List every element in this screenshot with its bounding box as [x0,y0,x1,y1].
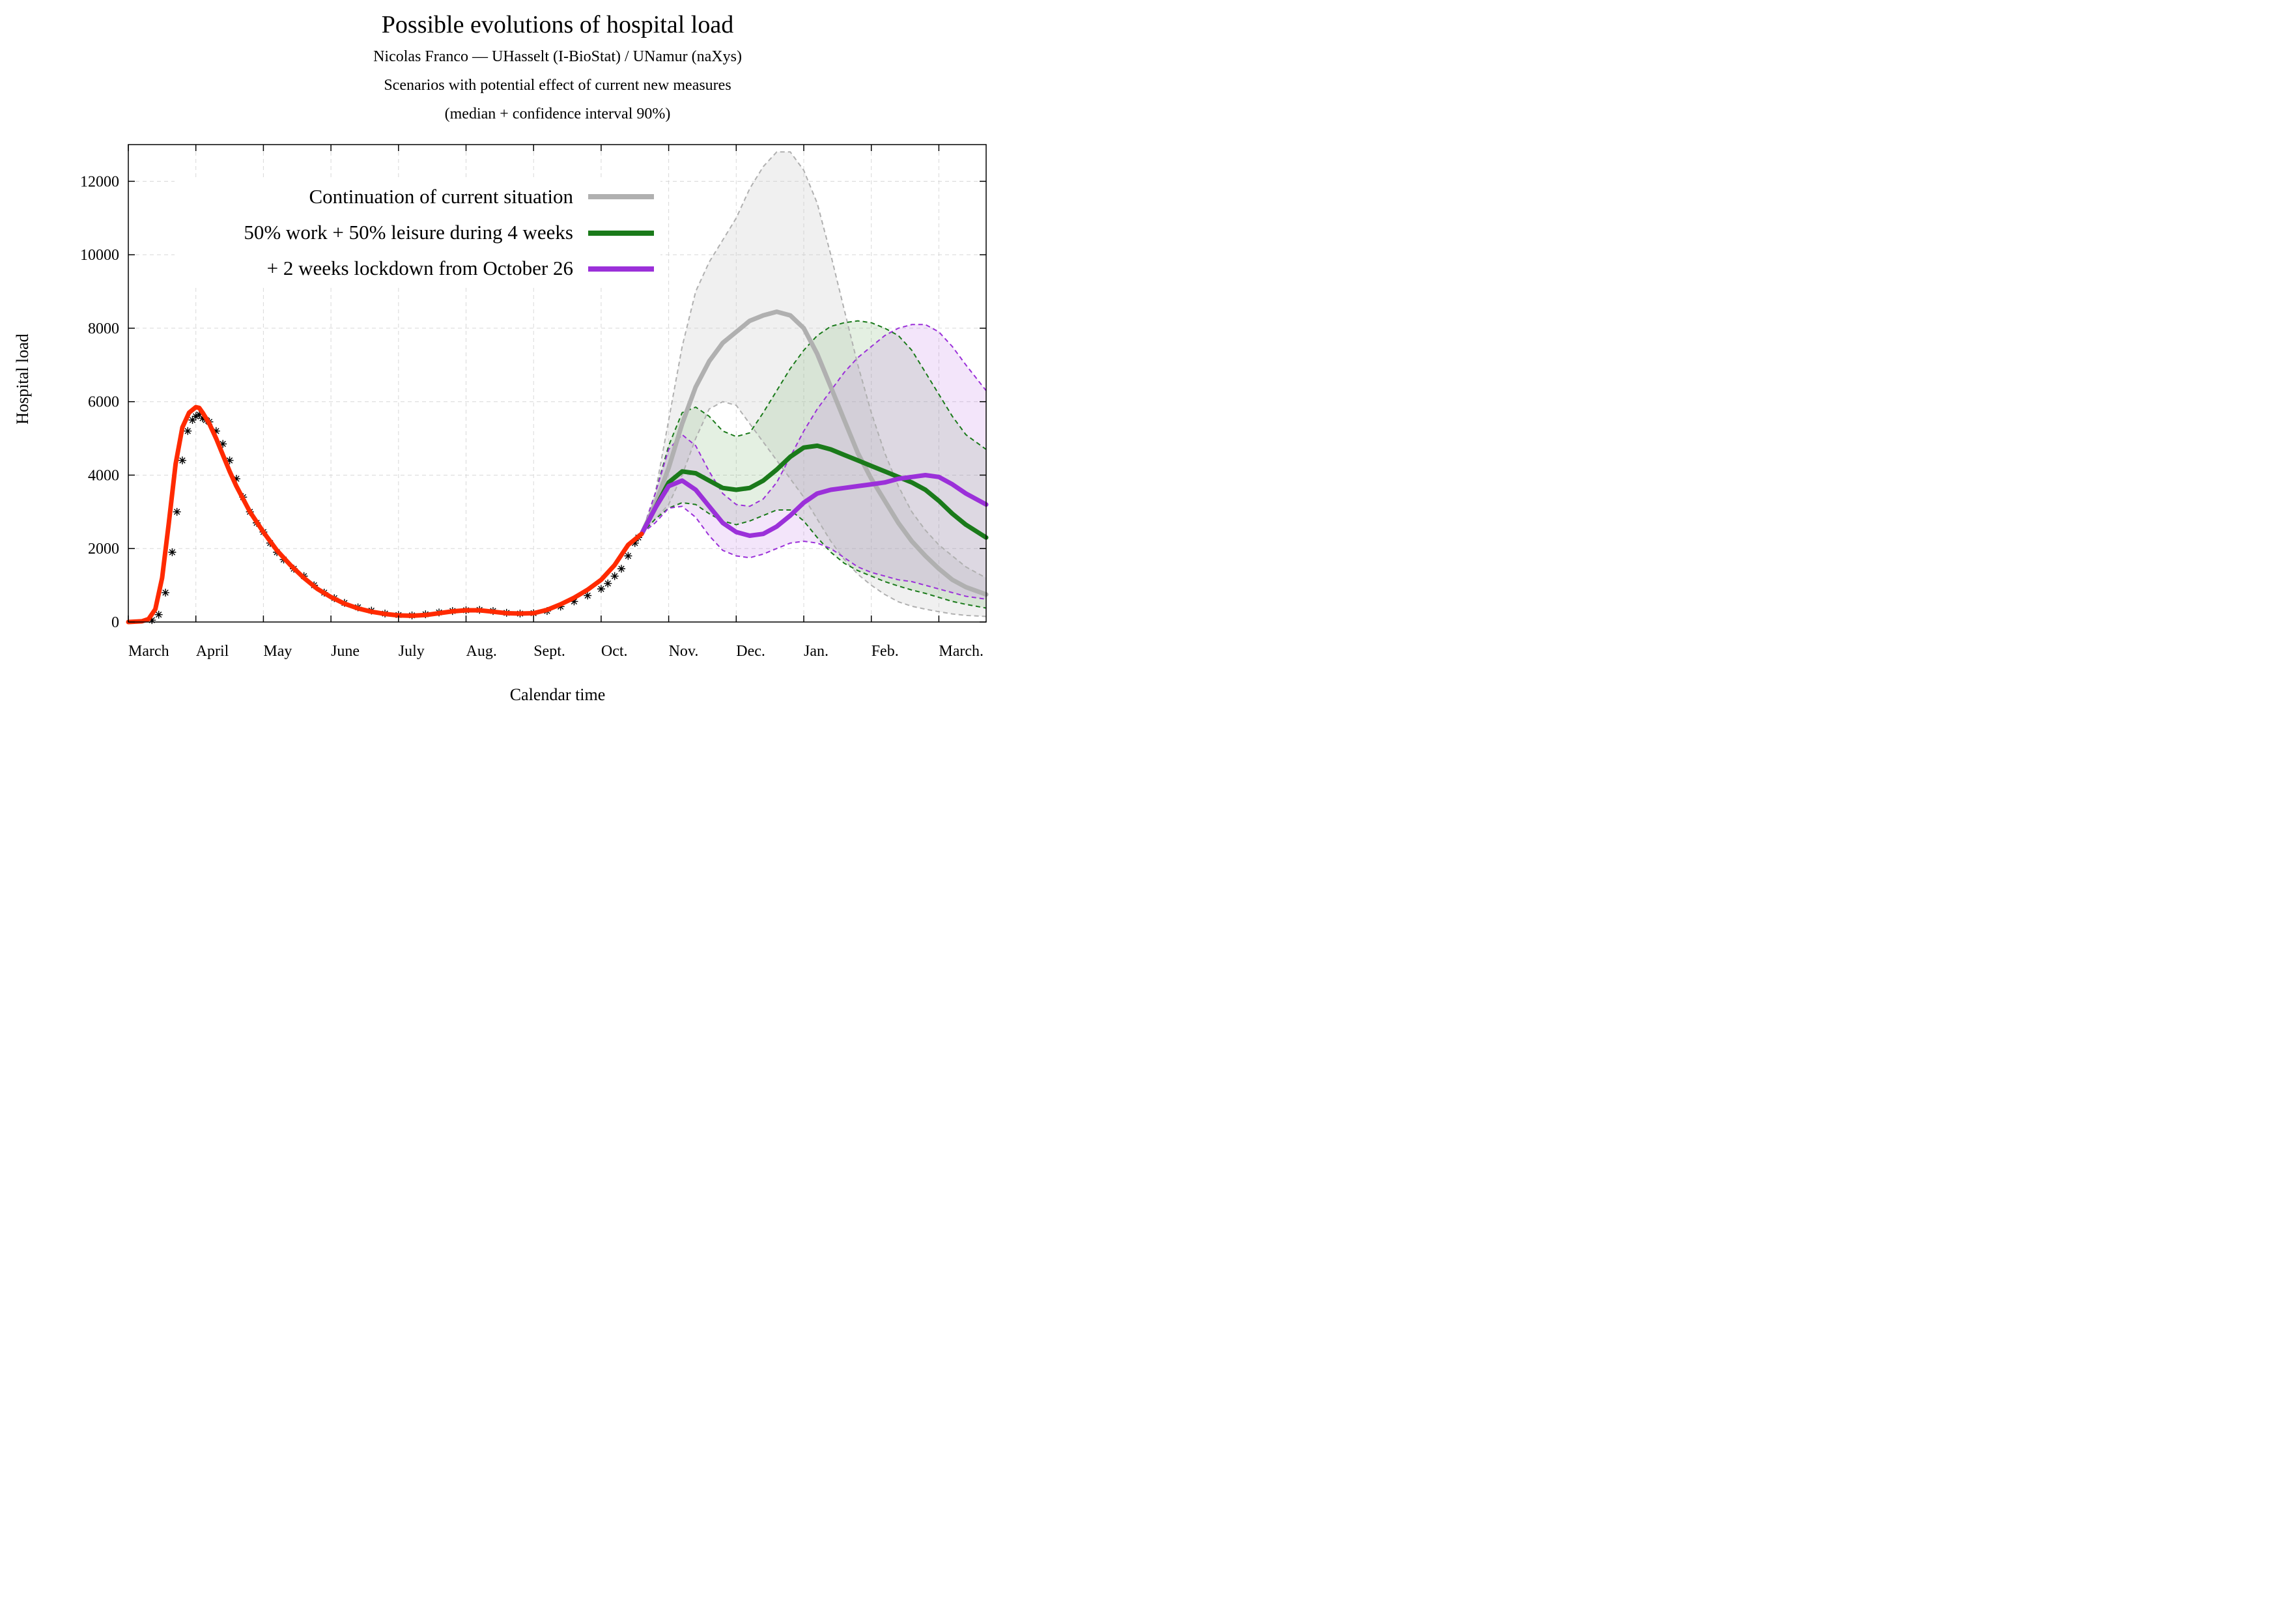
y-tick-label-2: 4000 [88,467,119,484]
chart-subtitle-line-2: Scenarios with potential effect of curre… [384,77,731,94]
observed-point [212,427,220,435]
band-series-2 [642,324,986,599]
x-tick-label-6: Sept. [533,643,565,660]
x-tick-label-11: Feb. [872,643,899,660]
observed-point [162,588,170,597]
observed-point [154,610,163,619]
plot-frame [128,144,987,623]
legend-background [175,180,660,285]
x-tick-label-7: Oct. [601,643,628,660]
observed-point [148,616,156,625]
observed-point [624,552,632,560]
chart: Possible evolutions of hospital load Nic… [13,11,989,704]
x-tick-label-3: June [331,643,360,660]
observed-points [148,410,642,625]
x-tick-label-12: March. [939,643,984,660]
observed-point [232,475,240,483]
chart-subtitle-line-3: (median + confidence interval 90%) [445,106,671,122]
observed-point [570,597,578,606]
chart-subtitle-line-1: Nicolas Franco — UHasselt (I-BioStat) / … [373,48,742,65]
observed-point [597,585,605,593]
x-tick-label-9: Dec. [736,643,765,660]
legend-label-0: Continuation of current situation [309,185,573,208]
observed-point [168,548,177,556]
x-tick-label-2: May [263,643,292,660]
axis-ticks [128,145,986,623]
observed-point [178,456,186,464]
upper-bound-series-0 [641,151,987,579]
observed-point [617,565,626,573]
y-tick-label-1: 2000 [88,541,119,558]
observed-point [219,440,227,448]
median-series-1 [639,443,989,540]
fit-line [126,404,644,625]
x-tick-labels: March April May June July Aug. Sept. Oct. Nov. De… [128,643,984,660]
median-series-0 [639,309,989,597]
median-lines [639,309,989,597]
legend: Continuation of current situation 50% wo… [175,180,660,285]
lower-bound-series-2 [641,505,987,600]
y-tick-label-0: 0 [111,614,119,631]
x-tick-label-0: March [128,643,169,660]
y-tick-labels: 0 2000 4000 6000 8000 10000 12000 [80,173,119,631]
chart-title: Possible evolutions of hospital load [382,11,733,38]
x-tick-label-10: Jan. [804,643,829,660]
fit-line-path [126,404,644,625]
observed-point [191,412,200,421]
legend-label-1: 50% work + 50% leisure during 4 weeks [244,221,573,244]
y-tick-label-6: 12000 [80,173,119,190]
observed-point [631,539,639,547]
x-tick-label-4: July [399,643,425,660]
observed-point [225,456,234,464]
confidence-bands [642,152,986,617]
y-tick-label-3: 6000 [88,394,119,411]
band-series-1 [642,320,986,608]
median-series-2 [639,473,989,538]
observed-point [610,572,619,580]
band-series-0 [642,152,986,617]
y-axis-label: Hospital load [13,333,32,424]
lower-bound-series-1 [641,502,987,609]
observed-point [195,410,203,419]
observed-point [199,414,207,423]
x-tick-label-8: Nov. [669,643,699,660]
x-axis-label: Calendar time [510,685,606,704]
x-tick-label-1: April [196,643,229,660]
x-tick-label-5: Aug. [466,643,497,660]
y-tick-label-4: 8000 [88,320,119,337]
observed-point [604,579,612,587]
legend-label-2: + 2 weeks lockdown from October 26 [267,257,573,279]
observed-point [184,427,192,435]
observed-point [173,507,181,516]
y-tick-label-5: 10000 [80,247,119,264]
lower-bound-series-0 [641,401,987,617]
observed-point [188,416,197,424]
observed-point [584,591,592,600]
